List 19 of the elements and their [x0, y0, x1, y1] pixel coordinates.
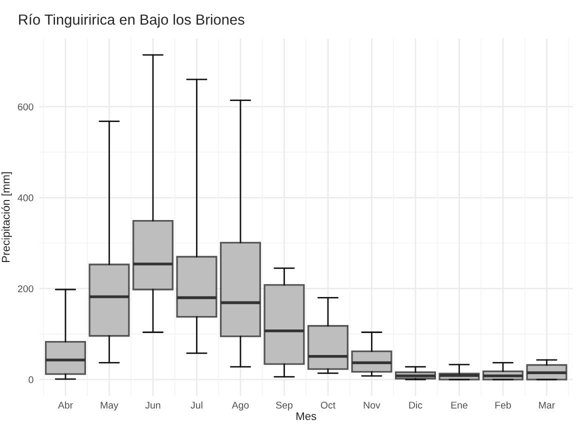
x-tick-label: Ago: [232, 402, 249, 411]
x-tick-label: Jun: [145, 402, 160, 409]
y-axis-title: Precipitación [mm]: [1, 172, 12, 262]
y-tick-label: 200: [18, 285, 34, 292]
x-tick-label: Oct: [320, 402, 336, 409]
x-tick-label: May: [100, 402, 118, 411]
y-tick-label: 0: [28, 376, 34, 384]
chart-title: Río Tinguiririca en Bajo los Briones: [19, 14, 244, 28]
x-axis-title: Mes: [296, 412, 316, 420]
x-tick-label: Abr: [58, 401, 73, 409]
x-tick-label: Sep: [276, 402, 292, 411]
x-tick-label: Feb: [495, 401, 511, 409]
x-tick-label: Mar: [539, 402, 555, 409]
x-tick-label: Ene: [451, 402, 468, 409]
x-tick-label: Jul: [190, 401, 202, 409]
y-tick-label: 400: [18, 194, 34, 202]
y-tick-label: 600: [18, 103, 34, 110]
x-tick-label: Nov: [364, 402, 380, 409]
x-tick-label: Dic: [409, 401, 422, 409]
